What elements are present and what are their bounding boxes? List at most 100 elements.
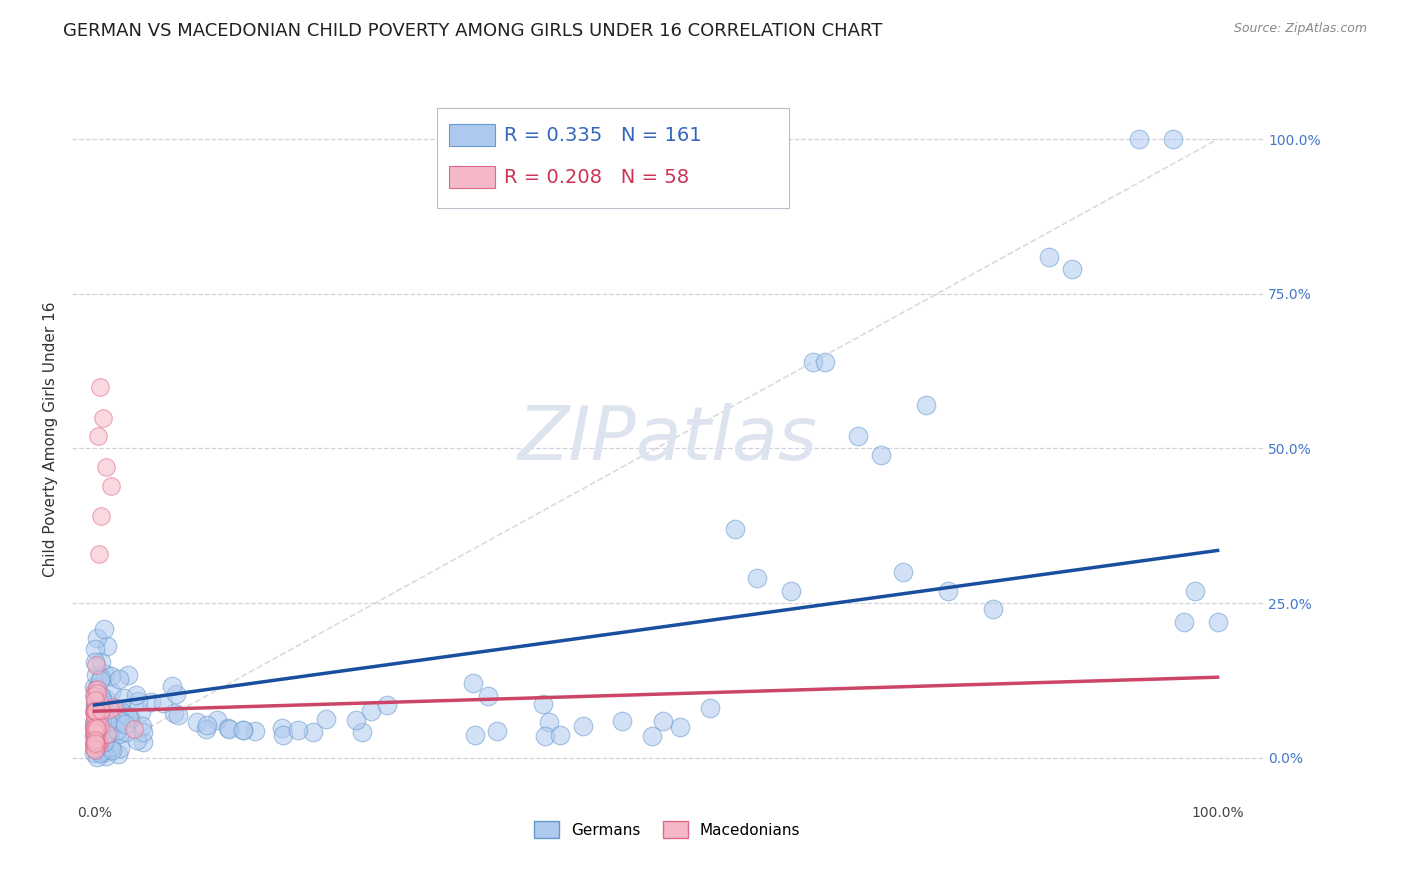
Point [98,702,121,716]
Point [98,725,121,739]
Point [90,671,112,685]
Point [112,690,135,705]
Point [100,478,122,492]
Point [84,739,107,753]
Point [801,355,824,369]
Point [89,709,111,723]
Point [83,689,105,703]
Point [139,695,162,709]
Point [779,583,801,598]
Point [87,429,110,443]
Point [83,732,105,747]
Point [1038,250,1060,264]
Point [84,656,107,670]
Point [271,728,294,742]
Point [891,565,914,579]
Point [84,736,107,750]
Point [699,701,721,715]
Point [152,696,174,710]
Point [548,727,571,741]
Point [125,688,148,702]
Point [83,683,105,698]
Point [531,697,554,711]
Point [89,746,111,760]
Point [87,731,110,745]
Point [232,723,254,738]
Point [114,717,136,731]
Point [89,719,111,733]
Point [83,695,105,709]
Point [84,735,107,749]
Point [86,686,108,700]
Point [91,708,114,723]
Point [103,700,125,714]
Point [96,698,118,712]
Point [86,703,108,717]
Point [936,583,959,598]
Point [108,740,131,755]
Point [131,735,153,749]
Point [83,706,105,721]
Point [83,714,105,728]
Point [83,704,105,718]
FancyBboxPatch shape [437,108,789,208]
Point [89,727,111,741]
Point [914,398,936,412]
Point [127,694,149,708]
Point [352,725,374,739]
Point [87,547,110,561]
Point [114,725,136,739]
Point [131,719,153,733]
Point [90,509,112,524]
Point [86,684,108,698]
Point [129,706,152,720]
Point [90,655,112,669]
Point [91,734,114,748]
Point [981,602,1004,616]
Point [83,718,105,732]
Point [90,736,112,750]
Point [84,723,107,738]
Point [869,448,891,462]
Point [100,740,122,755]
Point [217,721,239,735]
Point [163,706,186,721]
Point [477,689,499,703]
Point [1161,132,1184,146]
Point [117,668,139,682]
Point [127,732,149,747]
Point [232,723,254,737]
Point [87,702,110,716]
Point [117,710,139,724]
Point [84,668,107,682]
Point [83,742,105,756]
Point [108,703,131,717]
Point [83,732,105,747]
Point [83,705,105,719]
Point [572,719,595,733]
Point [94,745,117,759]
Point [94,666,117,681]
Point [83,703,105,717]
Point [486,724,509,739]
Point [84,705,107,719]
Y-axis label: Child Poverty Among Girls Under 16: Child Poverty Among Girls Under 16 [44,301,58,577]
Point [83,641,105,656]
Text: GERMAN VS MACEDONIAN CHILD POVERTY AMONG GIRLS UNDER 16 CORRELATION CHART: GERMAN VS MACEDONIAN CHILD POVERTY AMONG… [63,22,883,40]
Point [89,694,111,708]
Point [132,725,155,739]
Text: ZIPatlas: ZIPatlas [517,403,817,475]
Point [83,693,105,707]
Point [83,719,105,733]
Point [1206,615,1229,629]
Point [90,689,112,703]
Point [83,705,105,719]
FancyBboxPatch shape [450,167,495,188]
Point [83,704,105,718]
Point [83,747,105,761]
Point [287,723,309,737]
Point [83,690,105,705]
Point [87,698,110,713]
Point [122,723,145,737]
Point [83,738,105,752]
